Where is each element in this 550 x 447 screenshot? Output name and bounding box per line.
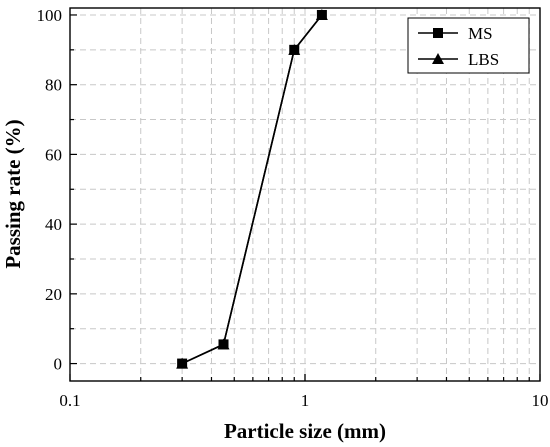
y-tick-label-3: 60 <box>45 145 62 164</box>
series-layer <box>176 8 328 369</box>
x-axis-title: Particle size (mm) <box>224 419 386 443</box>
x-tick-label-0: 0.1 <box>59 391 80 410</box>
y-tick-label-1: 20 <box>45 285 62 304</box>
plot-frame <box>69 7 541 382</box>
legend-label-ms: MS <box>468 24 493 43</box>
legend-box <box>407 17 530 74</box>
legend-marker-ms <box>433 28 443 38</box>
point-lbs-1 <box>217 338 230 350</box>
series-line-lbs <box>181 14 323 365</box>
y-axis-title: Passing rate (%) <box>1 119 25 268</box>
legend-marker-lbs <box>432 53 444 64</box>
legend: MS LBS <box>407 17 530 74</box>
point-lbs-3 <box>315 8 328 20</box>
point-lbs-2 <box>288 43 301 55</box>
legend-label-lbs: LBS <box>468 50 499 69</box>
x-tick-label-2: 10 <box>532 391 549 410</box>
x-tick-label-1: 1 <box>301 391 310 410</box>
y-tick-label-2: 40 <box>45 215 62 234</box>
point-lbs-0 <box>176 357 189 369</box>
y-tick-label-0: 0 <box>54 355 63 374</box>
y-tick-label-4: 80 <box>45 76 62 95</box>
y-tick-label-5: 100 <box>37 6 63 25</box>
